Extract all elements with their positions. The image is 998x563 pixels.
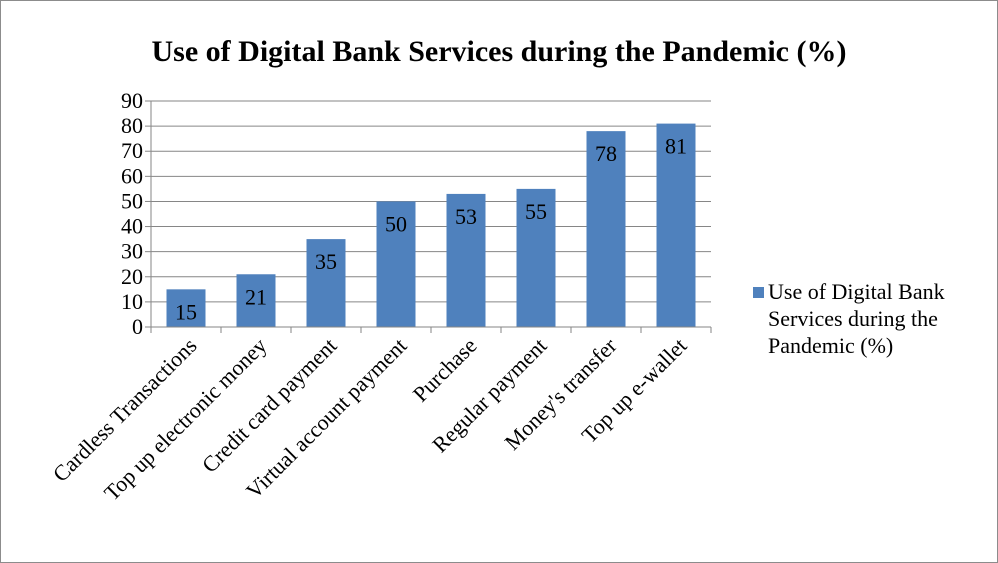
bar (166, 289, 206, 327)
y-tick-label: 90 (121, 88, 143, 113)
x-tick-label: Credit card payment (197, 333, 342, 478)
y-tick-label: 20 (121, 264, 143, 289)
legend-swatch (753, 287, 764, 298)
bar (376, 201, 416, 327)
data-label: 78 (595, 141, 617, 166)
data-label: 81 (665, 134, 687, 159)
data-label: 55 (525, 199, 547, 224)
bar (236, 274, 276, 327)
bar (446, 193, 486, 327)
y-tick-label: 40 (121, 214, 143, 239)
y-tick-label: 30 (121, 239, 143, 264)
chart-title: Use of Digital Bank Services during the … (152, 35, 847, 68)
gridlines (145, 100, 712, 333)
y-tick-label: 0 (132, 314, 143, 339)
data-label: 50 (385, 211, 407, 236)
data-label: 53 (455, 204, 477, 229)
bar (516, 188, 556, 327)
axes (150, 101, 711, 328)
y-tick-label: 60 (121, 163, 143, 188)
legend-label: Pandemic (%) (768, 333, 893, 358)
y-tick-label: 80 (121, 113, 143, 138)
y-tick-label: 50 (121, 188, 143, 213)
y-tick-label: 10 (121, 289, 143, 314)
data-label: 35 (315, 249, 337, 274)
bar (586, 131, 626, 327)
legend-label: Services during the (768, 306, 938, 331)
bar (656, 123, 696, 327)
data-label: 15 (175, 299, 197, 324)
data-labels: 15 21 35 50 53 55 78 81 (175, 134, 687, 325)
data-label: 21 (245, 284, 267, 309)
bars (166, 123, 696, 327)
bar (306, 239, 346, 327)
y-tick-label: 70 (121, 138, 143, 163)
legend-label: Use of Digital Bank (768, 279, 945, 304)
